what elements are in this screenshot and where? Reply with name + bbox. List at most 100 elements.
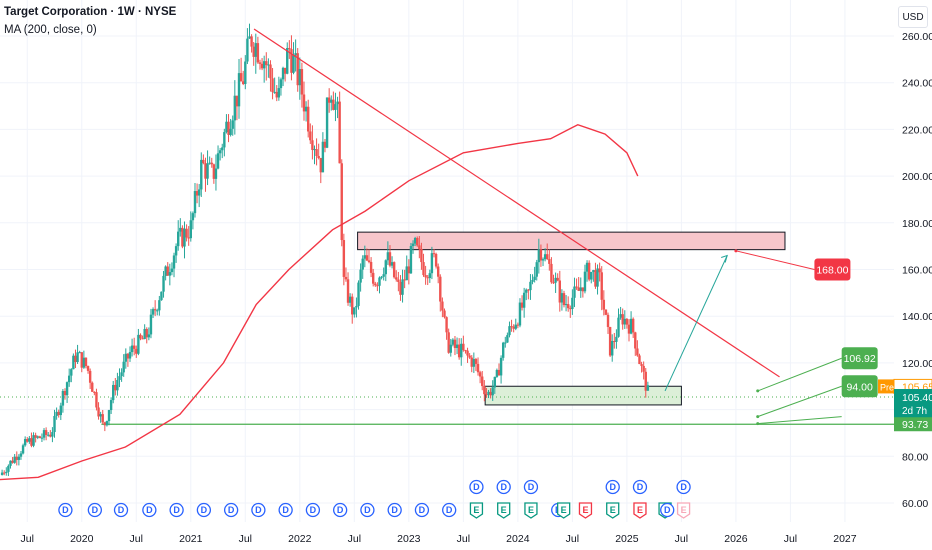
candle-body xyxy=(197,189,201,196)
candle-body xyxy=(621,314,624,325)
candle-body xyxy=(395,277,398,280)
candle-body xyxy=(583,271,587,292)
candle-body xyxy=(262,61,266,69)
candle-body xyxy=(279,79,283,89)
event-markers: DDDDDDDDDDDDDDDDEDEDEDEEDEDEEDDE xyxy=(58,479,691,519)
candle-body xyxy=(11,460,14,463)
event-glyph: D xyxy=(310,505,317,515)
candle-body xyxy=(311,140,314,150)
earnings-icon xyxy=(524,502,538,519)
candle-body xyxy=(99,414,102,417)
candle-body xyxy=(560,293,564,303)
candle-body xyxy=(97,407,100,417)
candle-body xyxy=(107,410,111,422)
candle-body xyxy=(386,252,390,261)
candle-body xyxy=(260,63,264,69)
candle-body xyxy=(179,227,182,232)
dividend-icon xyxy=(196,502,212,518)
event-glyph: D xyxy=(92,505,99,515)
candle-body xyxy=(416,238,419,246)
candle-body xyxy=(193,191,197,214)
candle-body xyxy=(156,310,159,312)
candle-body xyxy=(481,376,484,387)
currency-button[interactable]: USD xyxy=(898,6,928,28)
candle-body xyxy=(460,343,463,358)
candle-body xyxy=(273,91,276,93)
candle-body xyxy=(145,328,148,338)
event-glyph: E xyxy=(681,505,687,515)
candle-body xyxy=(42,430,46,438)
candle-body xyxy=(200,159,203,190)
candle-body xyxy=(80,352,83,368)
event-glyph: E xyxy=(501,505,507,515)
candle-body xyxy=(130,345,134,353)
candle-body xyxy=(114,384,117,391)
candle-body xyxy=(384,260,387,275)
candle-body xyxy=(401,279,404,295)
dividend-icon xyxy=(442,502,457,518)
candle-body xyxy=(172,255,176,269)
candle-body xyxy=(617,317,620,337)
candle-body xyxy=(556,277,559,281)
candle-body xyxy=(181,227,184,247)
candle-body xyxy=(581,287,585,292)
candle-body xyxy=(625,318,629,325)
candle-body xyxy=(615,336,618,342)
event-glyph: D xyxy=(364,505,371,515)
candle-body xyxy=(101,414,104,423)
candle-body xyxy=(644,371,647,391)
candle-body xyxy=(26,439,29,442)
y-tick-label: 220.00 xyxy=(902,124,932,136)
x-tick-label: Jul xyxy=(21,533,34,545)
event-glyph: D xyxy=(282,505,289,515)
candle-body xyxy=(344,276,348,280)
candle-body xyxy=(613,341,616,343)
y-tick-label: 80.00 xyxy=(902,451,928,463)
candle-body xyxy=(564,304,568,306)
y-tick-label: 120.00 xyxy=(902,358,932,370)
event-glyph: D xyxy=(391,505,398,515)
candle-body xyxy=(512,326,515,329)
candle-body xyxy=(493,376,497,388)
candle-body xyxy=(292,55,295,73)
event-glyph: D xyxy=(118,505,125,515)
dividend-icon xyxy=(360,502,375,518)
candle-body xyxy=(298,69,302,86)
dividend-icon xyxy=(605,479,620,495)
candle-body xyxy=(151,309,155,315)
candle-body xyxy=(598,268,601,273)
candle-body xyxy=(420,248,423,263)
pre-market-prefix-text: Pre xyxy=(880,382,894,392)
descending-trendline xyxy=(253,28,780,378)
candle-body xyxy=(443,310,446,318)
candle-body xyxy=(141,338,144,340)
candle-body xyxy=(411,243,415,247)
candle-body xyxy=(76,352,79,363)
candle-body xyxy=(474,359,478,364)
pre-market-prefix xyxy=(878,379,894,394)
candle-body xyxy=(529,281,532,291)
candle-body xyxy=(288,48,291,50)
x-tick-label: Jul xyxy=(348,533,361,545)
candle-body xyxy=(5,471,8,473)
y-tick-label: 140.00 xyxy=(902,311,932,323)
indicator-legend[interactable]: MA (200, close, 0) xyxy=(4,24,97,36)
candle-body xyxy=(478,372,482,377)
event-glyph: E xyxy=(582,505,588,515)
candle-body xyxy=(78,352,81,354)
earnings-icon xyxy=(676,502,691,519)
candle-body xyxy=(537,249,541,263)
candle-body xyxy=(497,369,501,376)
price-callout-text: 106.92 xyxy=(844,353,876,365)
candle-body xyxy=(483,386,486,395)
candle-body xyxy=(323,141,327,148)
dividend-icon xyxy=(142,502,157,518)
candle-body xyxy=(0,472,4,475)
candle-body xyxy=(501,342,505,358)
projection-arrowhead xyxy=(721,254,728,263)
candle-body xyxy=(342,240,346,277)
candle-body xyxy=(606,314,610,327)
last-price-tag xyxy=(894,388,932,419)
candle-body xyxy=(269,64,272,79)
